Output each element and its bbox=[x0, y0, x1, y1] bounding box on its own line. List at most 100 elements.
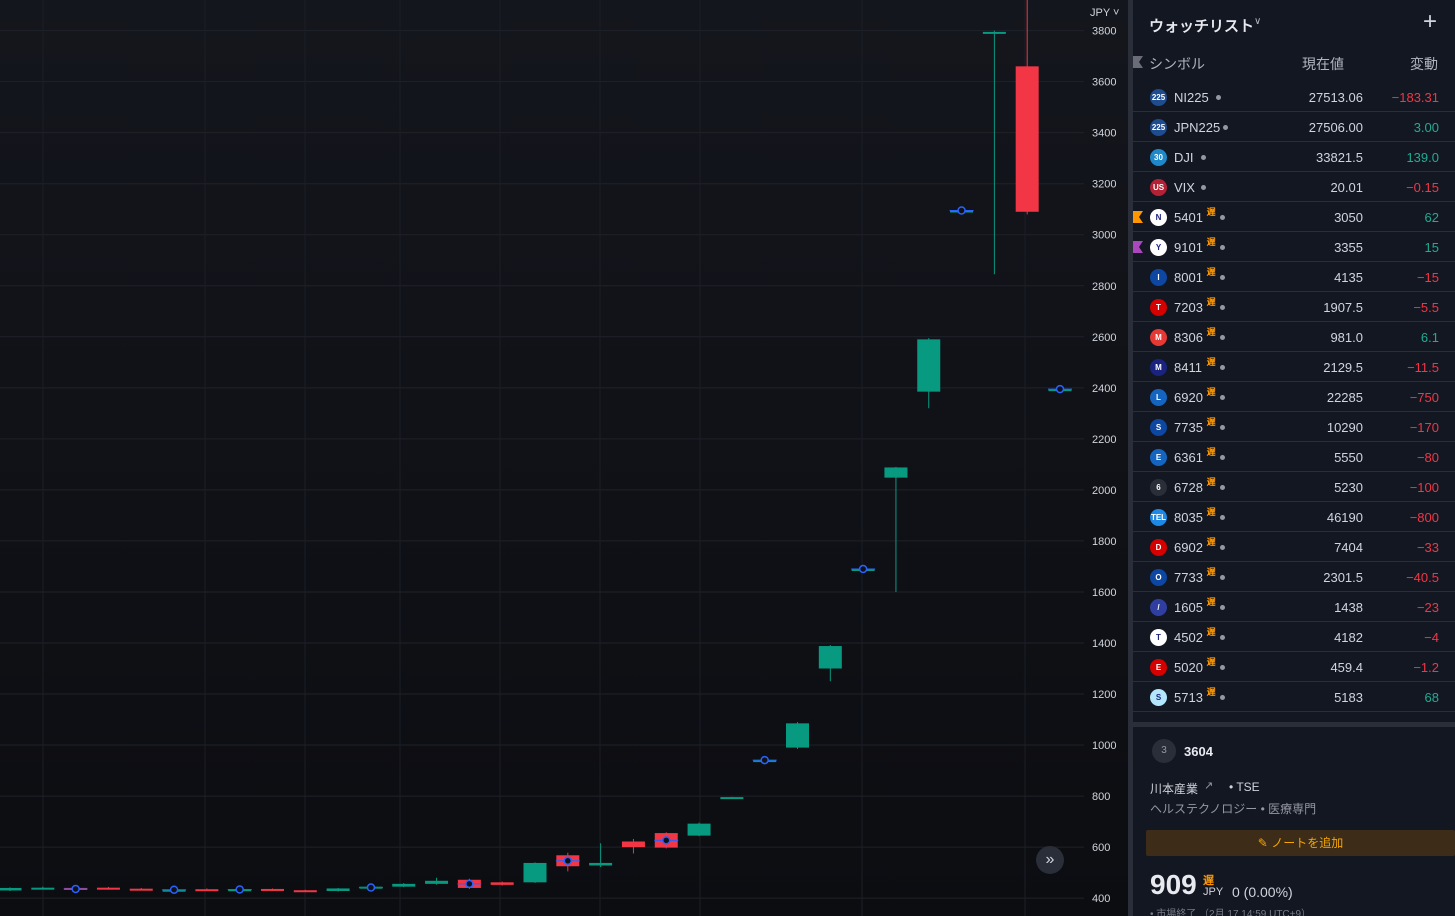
symbol-logo: TEL bbox=[1150, 509, 1167, 526]
watchlist-row[interactable]: / 1605 遅 1438 −23 bbox=[1133, 592, 1455, 622]
watchlist-row[interactable]: L 6920 遅 22285 −750 bbox=[1133, 382, 1455, 412]
row-symbol: NI225 bbox=[1174, 90, 1209, 105]
row-symbol: 5401 bbox=[1174, 210, 1203, 225]
add-note-button[interactable]: ✎ ノートを追加 bbox=[1146, 830, 1455, 856]
candle-body bbox=[0, 887, 22, 891]
candle-body bbox=[96, 887, 120, 890]
detail-symbol[interactable]: 3604 bbox=[1184, 744, 1213, 759]
watchlist-row[interactable]: D 6902 遅 7404 −33 bbox=[1133, 532, 1455, 562]
row-change: −5.5 bbox=[1413, 300, 1439, 315]
watchlist-row[interactable]: O 7733 遅 2301.5 −40.5 bbox=[1133, 562, 1455, 592]
watchlist-row[interactable]: 225 JPN225 27506.00 3.00 bbox=[1133, 112, 1455, 142]
candlestick-chart[interactable]: 400 600 800 1000 1200 1400 1600 1800 2000 2200 240… bbox=[0, 0, 1128, 916]
edit-icon: ✎ bbox=[1257, 836, 1272, 850]
y-tick-label: 3600 bbox=[1092, 77, 1116, 89]
y-tick-label: 800 bbox=[1092, 791, 1110, 803]
delay-badge: 遅 bbox=[1206, 447, 1216, 457]
watchlist-row[interactable]: TEL 8035 遅 46190 −800 bbox=[1133, 502, 1455, 532]
row-symbol: 9101 bbox=[1174, 240, 1203, 255]
delay-badge: 遅 bbox=[1206, 477, 1216, 487]
event-marker bbox=[169, 885, 179, 894]
chevron-down-icon[interactable]: ∨ bbox=[1254, 16, 1262, 27]
symbol-logo: 225 bbox=[1150, 89, 1167, 106]
y-tick-label: 1600 bbox=[1092, 587, 1116, 599]
row-price: 27513.06 bbox=[1308, 90, 1363, 105]
row-symbol: 5020 bbox=[1174, 660, 1203, 675]
status-dot bbox=[1219, 605, 1225, 610]
candle-body bbox=[293, 890, 317, 893]
watchlist-row[interactable]: 30 DJI 33821.5 139.0 bbox=[1133, 142, 1455, 172]
watchlist-row[interactable]: T 4502 遅 4182 −4 bbox=[1133, 622, 1455, 652]
scroll-to-realtime-button[interactable]: » bbox=[1036, 846, 1064, 874]
event-marker bbox=[563, 856, 573, 866]
row-price: 3050 bbox=[1334, 210, 1363, 225]
watchlist-title[interactable]: ウォッチリスト bbox=[1149, 18, 1255, 35]
watchlist-row[interactable]: T 7203 遅 1907.5 −5.5 bbox=[1133, 292, 1455, 322]
status-dot bbox=[1219, 215, 1225, 220]
watchlist-row[interactable]: E 6361 遅 5550 −80 bbox=[1133, 442, 1455, 472]
candle-body bbox=[523, 862, 547, 883]
watchlist-row[interactable]: S 7735 遅 10290 −170 bbox=[1133, 412, 1455, 442]
y-tick-label: 2600 bbox=[1092, 332, 1116, 344]
candle-body bbox=[884, 467, 908, 478]
watchlist-row[interactable]: 6 6728 遅 5230 −100 bbox=[1133, 472, 1455, 502]
watchlist-row[interactable]: Y 9101 遅 3355 15 bbox=[1133, 232, 1455, 262]
event-marker bbox=[235, 885, 244, 894]
y-tick-label: 2000 bbox=[1092, 485, 1116, 497]
watchlist-row[interactable]: N 5401 遅 3050 62 bbox=[1133, 202, 1455, 232]
watchlist-row[interactable]: E 5020 遅 459.4 −1.2 bbox=[1133, 652, 1455, 682]
watchlist-row[interactable]: M 8306 遅 981.0 6.1 bbox=[1133, 322, 1455, 352]
candle-body bbox=[589, 862, 613, 866]
symbol-logo: I bbox=[1150, 269, 1167, 286]
watchlist-row[interactable]: M 8411 遅 2129.5 −11.5 bbox=[1133, 352, 1455, 382]
row-price: 1438 bbox=[1334, 600, 1363, 615]
double-chevron-right-icon: » bbox=[1045, 851, 1055, 868]
price-chart[interactable]: 400 600 800 1000 1200 1400 1600 1800 2000 2200 240… bbox=[0, 0, 1128, 916]
row-symbol: VIX bbox=[1174, 180, 1195, 195]
symbol-logo: 30 bbox=[1150, 149, 1167, 166]
flag-icon[interactable] bbox=[1133, 211, 1143, 223]
delay-badge: 遅 bbox=[1206, 237, 1216, 247]
y-tick-label: 1000 bbox=[1092, 740, 1116, 752]
row-price: 10290 bbox=[1326, 420, 1363, 435]
watchlist-row[interactable]: I 8001 遅 4135 −15 bbox=[1133, 262, 1455, 292]
status-dot bbox=[1219, 305, 1225, 310]
y-tick-label: 1200 bbox=[1092, 689, 1116, 701]
row-change: −183.31 bbox=[1391, 90, 1439, 105]
row-symbol: 6902 bbox=[1174, 540, 1203, 555]
sector-label[interactable]: ヘルステクノロジー • 医療専門 bbox=[1150, 802, 1317, 816]
company-name[interactable]: 川本産業 bbox=[1150, 782, 1199, 796]
watchlist-row[interactable]: S 5713 遅 5183 68 bbox=[1133, 682, 1455, 712]
candle-body bbox=[818, 646, 842, 669]
row-symbol: JPN225 bbox=[1174, 120, 1221, 135]
candle-body bbox=[326, 888, 350, 891]
y-tick-label: 3400 bbox=[1092, 128, 1116, 140]
panel-resize-handle[interactable] bbox=[1128, 0, 1133, 916]
row-price: 459.4 bbox=[1330, 660, 1363, 675]
delay-badge: 遅 bbox=[1206, 507, 1216, 517]
event-marker bbox=[71, 884, 80, 894]
row-symbol: 7733 bbox=[1174, 570, 1203, 585]
column-price[interactable]: 現在値 bbox=[1302, 56, 1344, 72]
column-change[interactable]: 変動 bbox=[1410, 56, 1438, 72]
delay-badge: 遅 bbox=[1206, 417, 1216, 427]
external-link-icon[interactable]: ↗ bbox=[1204, 780, 1214, 792]
flag-icon[interactable] bbox=[1133, 56, 1143, 68]
y-tick-label: 3200 bbox=[1092, 179, 1116, 191]
row-symbol: 8411 bbox=[1174, 360, 1202, 375]
add-symbol-button[interactable]: + bbox=[1423, 10, 1437, 34]
watchlist-row[interactable]: 225 NI225 27513.06 −183.31 bbox=[1133, 82, 1455, 112]
flag-icon[interactable] bbox=[1133, 241, 1143, 253]
last-price: 909 bbox=[1150, 869, 1197, 900]
symbol-logo: / bbox=[1150, 599, 1167, 616]
y-tick-label: 400 bbox=[1092, 893, 1110, 905]
column-symbol[interactable]: シンボル bbox=[1149, 56, 1205, 72]
y-tick-label: 600 bbox=[1092, 842, 1110, 854]
panel-divider[interactable] bbox=[1133, 722, 1455, 727]
price-currency: JPY bbox=[1203, 886, 1224, 898]
currency-selector[interactable]: JPY ˅ bbox=[1090, 7, 1119, 19]
row-price: 27506.00 bbox=[1308, 120, 1363, 135]
row-price: 4182 bbox=[1334, 630, 1363, 645]
watchlist-row[interactable]: US VIX 20.01 −0.15 bbox=[1133, 172, 1455, 202]
